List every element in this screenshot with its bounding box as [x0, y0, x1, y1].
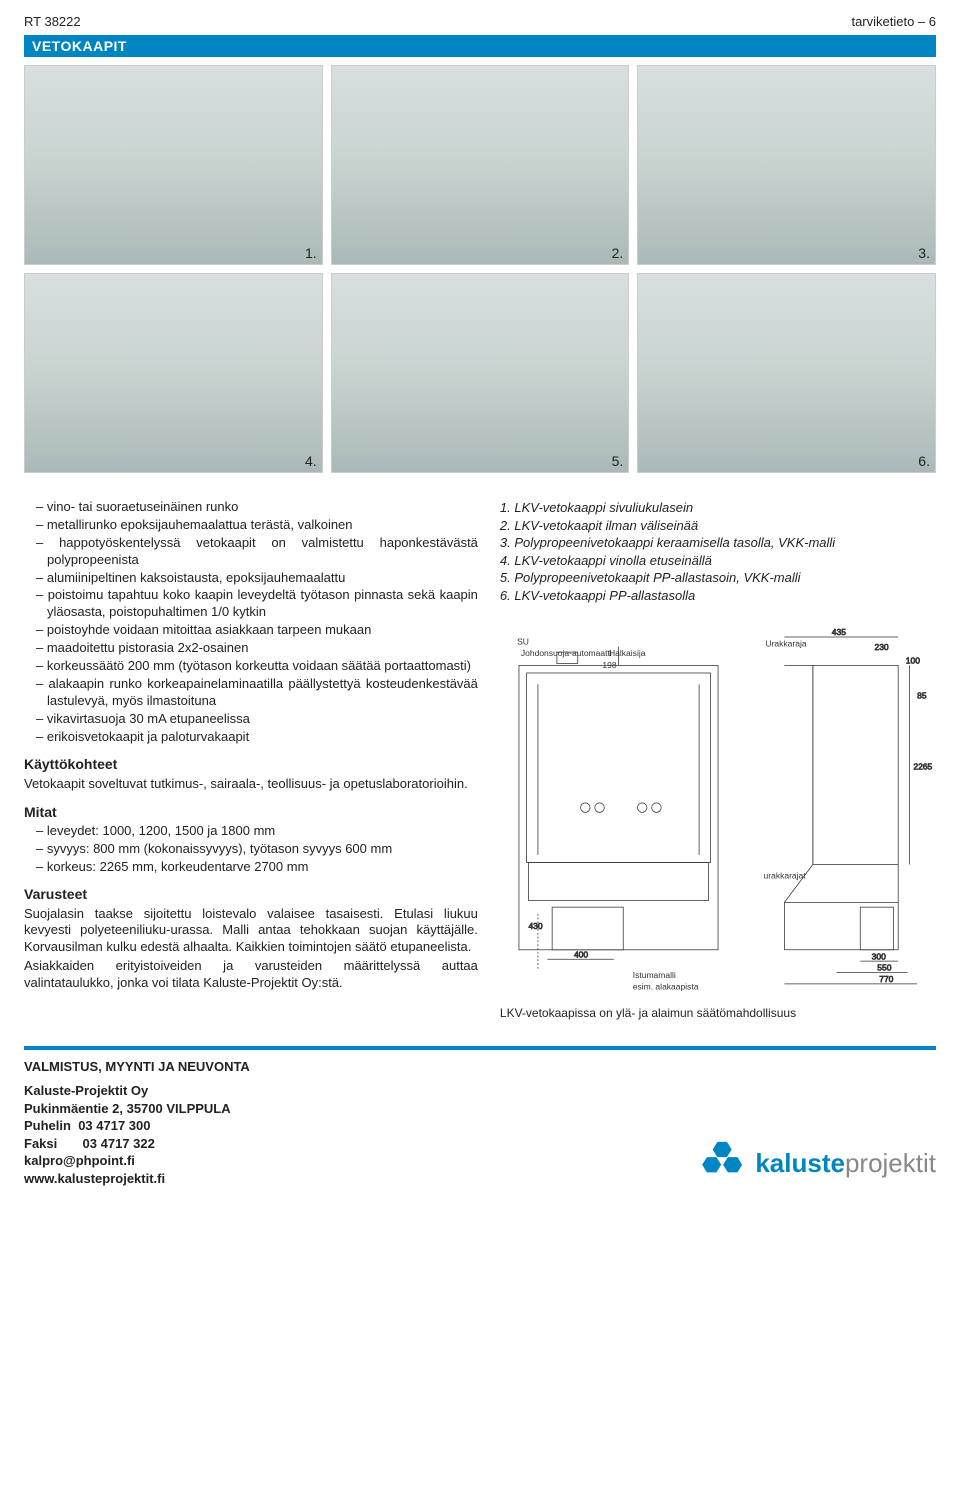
- diagram-svg: 400 430 SU Johdonsuoja-automaatti Halkai…: [500, 618, 936, 997]
- svg-text:300: 300: [872, 952, 886, 962]
- list-item: happotyöskentelyssä vetokaapit on valmis…: [36, 535, 478, 569]
- image-num: 3.: [918, 245, 930, 261]
- left-column: vino- tai suoraetuseinäinen runko metall…: [24, 499, 478, 1020]
- phone-number: 03 4717 300: [78, 1118, 150, 1133]
- logo-icon: [701, 1140, 749, 1187]
- svg-text:urakkarajat: urakkarajat: [763, 871, 806, 881]
- page-label: tarviketieto – 6: [851, 14, 936, 29]
- svg-text:2265: 2265: [913, 762, 932, 772]
- website: www.kalusteprojektit.fi: [24, 1170, 250, 1188]
- list-item: syvyys: 800 mm (kokonaissyvyys), työtaso…: [36, 841, 478, 858]
- list-item: maadoitettu pistorasia 2x2-osainen: [36, 640, 478, 657]
- image-num: 4.: [305, 453, 317, 469]
- paragraph: Asiakkaiden erityistoiveiden ja varustei…: [24, 958, 478, 992]
- svg-text:430: 430: [528, 921, 542, 931]
- fume-hood-photo: [637, 65, 936, 265]
- list-item: vino- tai suoraetuseinäinen runko: [36, 499, 478, 516]
- image-cell-4: 4.: [24, 273, 323, 473]
- svg-text:85: 85: [917, 691, 927, 701]
- legend-item: 2. LKV-vetokaapit ilman väliseinää: [500, 517, 936, 535]
- divider-bar: [24, 1046, 936, 1050]
- image-cell-2: 2.: [331, 65, 630, 265]
- fume-hood-photo: [331, 273, 630, 473]
- company-logo: kalusteprojektit: [701, 1140, 936, 1187]
- image-cell-5: 5.: [331, 273, 630, 473]
- fume-hood-photo: [24, 273, 323, 473]
- footer-contact: VALMISTUS, MYYNTI JA NEUVONTA Kaluste-Pr…: [24, 1058, 250, 1187]
- subheading-mitat: Mitat: [24, 803, 478, 821]
- doc-id: RT 38222: [24, 14, 81, 29]
- footer-title: VALMISTUS, MYYNTI JA NEUVONTA: [24, 1058, 250, 1076]
- legend-item: 3. Polypropeenivetokaappi keraamisella t…: [500, 534, 936, 552]
- image-cell-1: 1.: [24, 65, 323, 265]
- section-title: VETOKAAPIT: [24, 35, 936, 57]
- image-num: 1.: [305, 245, 317, 261]
- list-item: vikavirtasuoja 30 mA etupaneelissa: [36, 711, 478, 728]
- technical-diagram: 400 430 SU Johdonsuoja-automaatti Halkai…: [500, 618, 936, 1000]
- image-num: 2.: [612, 245, 624, 261]
- svg-text:SU: SU: [517, 637, 529, 647]
- svg-text:435: 435: [832, 627, 846, 637]
- image-num: 5.: [612, 453, 624, 469]
- subheading-kayttokohteet: Käyttökohteet: [24, 755, 478, 773]
- svg-text:198: 198: [602, 661, 616, 671]
- right-column: 1. LKV-vetokaappi sivuliukulasein 2. LKV…: [500, 499, 936, 1020]
- email: kalpro@phpoint.fi: [24, 1152, 250, 1170]
- logo-text-light: projektit: [845, 1148, 936, 1179]
- subheading-varusteet: Varusteet: [24, 885, 478, 903]
- image-num: 6.: [918, 453, 930, 469]
- svg-text:Halkaisija: Halkaisija: [609, 648, 646, 658]
- legend-item: 6. LKV-vetokaappi PP-allastasolla: [500, 587, 936, 605]
- svg-text:esim. alakaapista: esim. alakaapista: [633, 982, 699, 992]
- list-item: metallirunko epoksijauhemaalattua teräst…: [36, 517, 478, 534]
- svg-text:550: 550: [877, 963, 891, 973]
- company-name: Kaluste-Projektit Oy: [24, 1082, 250, 1100]
- mitat-list: leveydet: 1000, 1200, 1500 ja 1800 mm sy…: [24, 823, 478, 876]
- list-item: erikoisvetokaapit ja paloturvakaapit: [36, 729, 478, 746]
- svg-text:400: 400: [574, 950, 588, 960]
- fax-number: 03 4717 322: [83, 1136, 155, 1151]
- svg-text:230: 230: [874, 643, 888, 653]
- paragraph: Suojalasin taakse sijoitettu loistevalo …: [24, 906, 478, 957]
- feature-list: vino- tai suoraetuseinäinen runko metall…: [24, 499, 478, 745]
- list-item: poistoyhde voidaan mitoittaa asiakkaan t…: [36, 622, 478, 639]
- diagram-caption: LKV-vetokaapissa on ylä- ja alaimun säät…: [500, 1006, 936, 1020]
- svg-text:Johdonsuoja-automaatti: Johdonsuoja-automaatti: [521, 648, 612, 658]
- legend-item: 5. Polypropeenivetokaapit PP-allastasoin…: [500, 569, 936, 587]
- fume-hood-photo: [24, 65, 323, 265]
- svg-text:770: 770: [879, 974, 893, 984]
- image-cell-3: 3.: [637, 65, 936, 265]
- fume-hood-photo: [637, 273, 936, 473]
- legend-list: 1. LKV-vetokaappi sivuliukulasein 2. LKV…: [500, 499, 936, 604]
- address: Pukinmäentie 2, 35700 VILPPULA: [24, 1100, 250, 1118]
- list-item: leveydet: 1000, 1200, 1500 ja 1800 mm: [36, 823, 478, 840]
- legend-item: 1. LKV-vetokaappi sivuliukulasein: [500, 499, 936, 517]
- phone-label: Puhelin: [24, 1118, 71, 1133]
- svg-text:Urakkaraja: Urakkaraja: [765, 639, 806, 649]
- list-item: alumiinipeltinen kaksoistausta, epoksija…: [36, 570, 478, 587]
- paragraph: Vetokaapit soveltuvat tutkimus-, sairaal…: [24, 776, 478, 793]
- svg-text:100: 100: [906, 656, 920, 666]
- list-item: alakaapin runko korkeapainelaminaatilla …: [36, 676, 478, 710]
- fume-hood-photo: [331, 65, 630, 265]
- list-item: poistoimu tapahtuu koko kaapin leveydelt…: [36, 587, 478, 621]
- legend-item: 4. LKV-vetokaappi vinolla etuseinällä: [500, 552, 936, 570]
- list-item: korkeus: 2265 mm, korkeudentarve 2700 mm: [36, 859, 478, 876]
- image-grid: 1. 2. 3. 4. 5. 6.: [24, 65, 936, 473]
- logo-text-bold: kaluste: [755, 1148, 845, 1179]
- svg-text:Istumamalli: Istumamalli: [633, 971, 676, 981]
- fax-label: Faksi: [24, 1136, 57, 1151]
- image-cell-6: 6.: [637, 273, 936, 473]
- list-item: korkeussäätö 200 mm (työtason korkeutta …: [36, 658, 478, 675]
